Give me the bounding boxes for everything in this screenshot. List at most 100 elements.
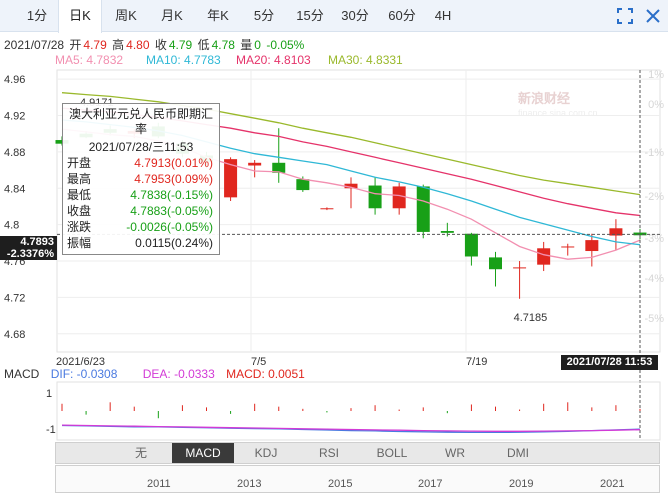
- tab-8[interactable]: 60分: [388, 8, 416, 23]
- macd-value: MACD: 0.0051: [226, 367, 305, 381]
- candle-body: [440, 231, 454, 233]
- fullscreen-icon[interactable]: [616, 7, 634, 25]
- candle-body: [416, 186, 430, 232]
- high-label: 高: [112, 38, 125, 52]
- volume-label: 量: [240, 38, 253, 52]
- quote-tooltip: 澳大利亚元兑人民币即期汇率 2021/07/28/三11:53 开盘 4.7913…: [62, 103, 220, 255]
- tab-6[interactable]: 15分: [296, 8, 324, 23]
- indicator-tab-3[interactable]: RSI: [318, 446, 339, 460]
- indicator-tab-1[interactable]: MACD: [172, 443, 234, 463]
- close-value: 4.79: [168, 38, 193, 52]
- tooltip-row-value: 4.7883(-0.05%): [130, 204, 213, 218]
- tooltip-row: 最低 4.7838(-0.15%): [63, 187, 219, 203]
- candle-body: [489, 257, 502, 270]
- indicator-tab-0[interactable]: 无: [134, 446, 147, 460]
- current-change-pct: -2.3376%: [6, 248, 54, 260]
- indicator-tab-6[interactable]: DMI: [507, 446, 529, 460]
- indicator-tab-5[interactable]: WR: [445, 446, 465, 460]
- ma5-label: MA5: 4.7832: [55, 53, 124, 67]
- cursor-date-tag: 2021/07/28 11:53: [561, 355, 658, 370]
- y-tick-label: 4.96: [4, 74, 25, 86]
- pct-tick-label: -4%: [644, 273, 664, 285]
- current-price-tag: 4.7893 -2.3376%: [0, 236, 57, 260]
- tab-4[interactable]: 年K: [207, 8, 229, 23]
- tooltip-row-value: 4.7838(-0.15%): [130, 188, 213, 202]
- x-label-start: 2021/6/23: [56, 356, 105, 368]
- candle-body: [513, 267, 527, 269]
- pct-tick-label: -5%: [644, 313, 664, 325]
- tab-1[interactable]: 日K: [58, 0, 102, 33]
- sina-watermark-sub: finance.sina.com.cn: [518, 108, 598, 118]
- candle-body: [368, 185, 382, 209]
- macd-tick-label: 1: [46, 388, 52, 400]
- candle-body: [296, 179, 310, 191]
- tooltip-row-key: 收盘: [67, 204, 92, 218]
- tooltip-row-value: 4.7913(0.01%): [134, 156, 213, 170]
- tooltip-row-key: 最低: [67, 188, 92, 202]
- macd-dif: DIF: -0.0308: [50, 367, 118, 381]
- dea-line: [61, 424, 641, 432]
- ma-line-ma30: [61, 92, 641, 196]
- low-annotation: 4.7185: [514, 312, 548, 324]
- pct-tick-label: -1%: [644, 147, 664, 159]
- macd-area: [56, 381, 661, 441]
- y-tick-label: 4.92: [4, 110, 25, 122]
- x-label-mid: 7/5: [251, 356, 267, 368]
- open-label: 开: [69, 38, 82, 52]
- history-overview[interactable]: [55, 465, 660, 493]
- y-tick-label: 4.72: [4, 292, 25, 304]
- tab-0[interactable]: 1分: [26, 8, 48, 23]
- tooltip-row: 振幅 0.0115(0.24%): [63, 235, 219, 251]
- tab-2[interactable]: 周K: [115, 8, 137, 23]
- tooltip-row-value: -0.0026(-0.05%): [126, 220, 213, 234]
- ma30-label: MA30: 4.8331: [328, 53, 403, 67]
- sina-watermark-logo: 新浪财经: [518, 91, 570, 106]
- macd-legend-row: MACD DIF: -0.0308 DEA: -0.0333 MACD: 0.0…: [4, 367, 313, 381]
- tooltip-datetime: 2021/07/28/三11:53: [88, 140, 194, 154]
- candle-body: [585, 240, 599, 252]
- macd-tick-label: -1: [46, 424, 56, 436]
- ma10-label: MA10: 4.7783: [146, 53, 221, 67]
- candle-body: [464, 233, 478, 257]
- overview-year-label: 2015: [328, 478, 353, 490]
- tab-3[interactable]: 月K: [161, 8, 183, 23]
- overview-year-label: 2011: [147, 478, 171, 490]
- close-icon[interactable]: [644, 7, 662, 25]
- tooltip-row-key: 涨跌: [67, 220, 92, 234]
- y-tick-label: 4.88: [4, 147, 25, 159]
- overview-year-label: 2019: [509, 478, 534, 490]
- quote-date: 2021/07/28: [4, 38, 65, 52]
- pct-tick-label: -2%: [644, 191, 664, 203]
- y-tick-label: 4.84: [4, 183, 25, 195]
- candle-body: [392, 186, 406, 209]
- y-tick-label: 4.68: [4, 329, 25, 341]
- tab-5[interactable]: 5分: [253, 8, 275, 23]
- tooltip-row-value: 0.0115(0.24%): [135, 236, 213, 250]
- candle-body: [344, 183, 358, 189]
- volume-value: 0: [254, 38, 261, 52]
- tab-7[interactable]: 30分: [341, 8, 369, 23]
- indicator-tab-4[interactable]: BOLL: [376, 446, 408, 460]
- macd-dea: DEA: -0.0333: [142, 367, 215, 381]
- macd-title: MACD: [4, 367, 40, 381]
- candle-body: [320, 208, 334, 210]
- pct-tick-label: 1%: [648, 69, 664, 81]
- indicator-tab-2[interactable]: KDJ: [254, 446, 278, 460]
- candle-body: [561, 246, 575, 248]
- low-label: 低: [197, 38, 210, 52]
- tooltip-row: 涨跌 -0.0026(-0.05%): [63, 219, 219, 235]
- tooltip-row: 最高 4.7953(0.09%): [63, 171, 219, 187]
- candle-body: [224, 159, 238, 198]
- tab-9[interactable]: 4H: [434, 8, 452, 23]
- plot-area: [56, 69, 661, 353]
- period-tabbar: [0, 0, 668, 32]
- tooltip-row-key: 振幅: [67, 236, 92, 250]
- overview-year-label: 2021: [600, 478, 625, 490]
- open-value: 4.79: [83, 38, 107, 52]
- overview-year-label: 2013: [237, 478, 262, 490]
- tooltip-row: 收盘 4.7883(-0.05%): [63, 203, 219, 219]
- overview-year-label: 2017: [418, 478, 443, 490]
- pct-tick-label: -3%: [644, 233, 664, 245]
- candle-body: [272, 162, 286, 173]
